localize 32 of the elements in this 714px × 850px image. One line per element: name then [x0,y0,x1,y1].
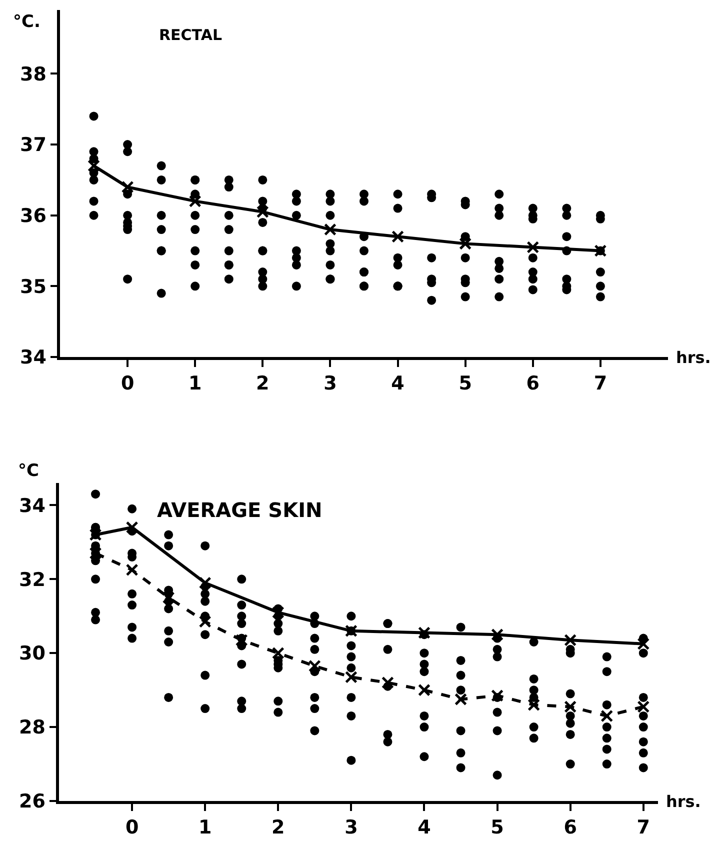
x-tick-label: 0 [125,816,139,839]
x-tick-label: 6 [564,816,577,839]
x-tick-label: 7 [636,816,650,839]
text: AVERAGE SKIN [157,498,322,522]
x-tick-label: 1 [198,816,212,839]
y-axis-title: °C [18,461,39,481]
y-tick-label: 28 [18,716,46,739]
y-tick-label: 34 [20,346,46,369]
x-tick-label: 1 [188,372,202,395]
x-axis-title: hrs. [666,792,701,811]
x-tick-label: 6 [526,372,540,395]
x-tick-label: 0 [120,372,134,395]
x-axis-title: hrs. [676,348,711,367]
y-tick-label: 37 [20,134,46,156]
x-tick-label: 3 [324,372,337,395]
x-tick-label: 7 [594,372,608,395]
y-tick-label: 38 [20,63,46,86]
y-axis-title: °C. [13,12,40,32]
y-tick-label: 36 [20,205,46,228]
y-tick-label: 35 [20,276,46,298]
x-tick-label: 4 [418,816,431,839]
y-tick-label: 30 [18,642,46,665]
x-tick-label: 3 [344,816,358,839]
x-tick-label: 2 [272,816,285,839]
y-tick-label: 26 [18,790,46,813]
x-tick-label: 4 [391,372,404,395]
text: RECTAL [159,26,222,44]
y-tick-label: 34 [18,494,46,517]
x-tick-label: 2 [256,372,270,395]
x-tick-label: 5 [458,372,472,395]
y-tick-label: 32 [18,568,46,591]
x-tick-label: 5 [490,816,504,839]
